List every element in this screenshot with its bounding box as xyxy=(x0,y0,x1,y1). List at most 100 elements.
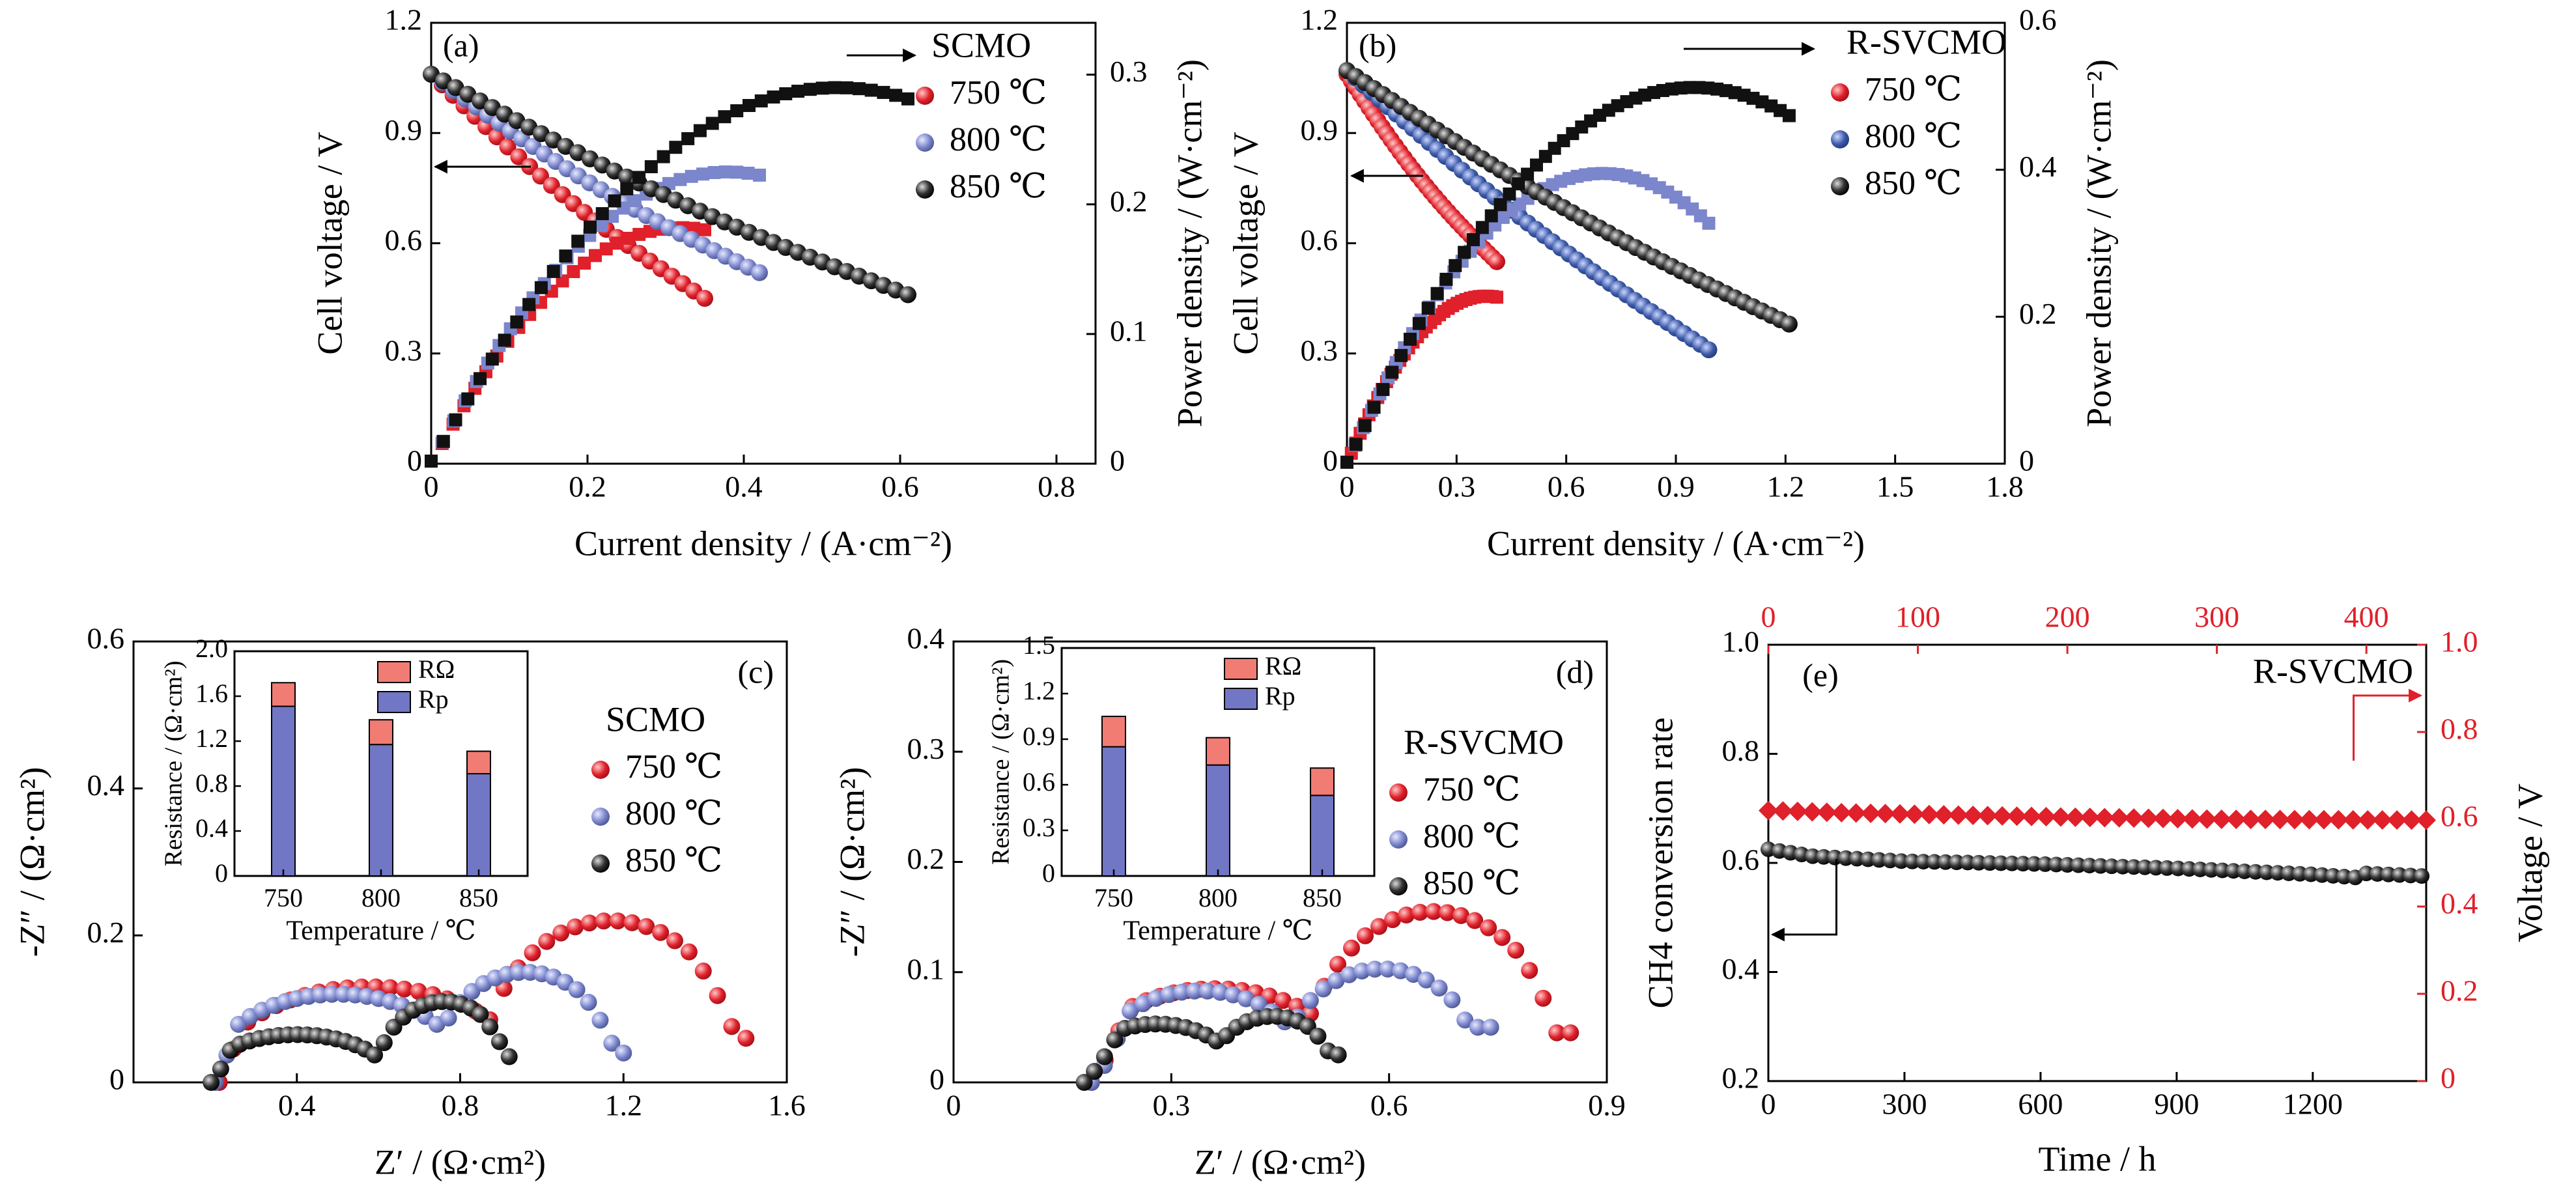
inset-x-tick-label: 750 xyxy=(264,883,303,912)
legend-label: 800 ℃ xyxy=(625,795,722,832)
x-tick-label: 0.6 xyxy=(1370,1089,1408,1122)
x-tick-label: 0 xyxy=(946,1089,961,1122)
power-point xyxy=(1403,332,1417,346)
power-point xyxy=(621,231,635,245)
impedance-point xyxy=(595,912,612,930)
impedance-point xyxy=(1411,903,1429,921)
power-point xyxy=(546,264,560,278)
voltage-point xyxy=(1817,802,1837,823)
impedance-point xyxy=(212,1060,229,1078)
impedance-point xyxy=(1535,989,1552,1007)
inset-y-axis-label: Resistance / (Ω·cm²) xyxy=(987,659,1015,865)
ch4-conversion-point xyxy=(1982,855,1998,871)
impedance-point xyxy=(1357,927,1374,944)
series-ch4-conversion xyxy=(1761,841,2430,886)
x-tick-label: 200 xyxy=(2045,600,2090,634)
impedance-point xyxy=(1238,990,1255,1007)
power-point xyxy=(730,165,744,179)
power-point xyxy=(852,82,866,96)
y-tick-label: 1.0 xyxy=(1722,625,1760,658)
impedance-point xyxy=(1548,1024,1566,1041)
power-point xyxy=(693,124,707,137)
power-point xyxy=(1475,221,1489,234)
power-point xyxy=(718,165,732,179)
power-point xyxy=(595,207,609,221)
power-point xyxy=(510,315,524,329)
y-tick-label: 1.2 xyxy=(385,3,423,36)
y2-axis-label: Power density / (W·cm⁻²) xyxy=(1170,59,1209,427)
voltage-point xyxy=(2050,807,2071,827)
power-point xyxy=(685,169,698,183)
bar-rp xyxy=(1310,795,1335,877)
panel-d-impedance-rsvcmo: 0 0.3 0.6 0.9 0 0.1 0.2 0.3 0.4 Z′ / (Ω·cm²) -Z″ /… xyxy=(832,622,1625,1182)
impedance-point xyxy=(1521,962,1538,979)
power-point xyxy=(461,392,475,406)
voltage-point xyxy=(1861,803,1881,823)
y2-tick-label: 0.2 xyxy=(2441,974,2478,1007)
legend-label: 850 ℃ xyxy=(1865,165,1962,202)
panel-label: (e) xyxy=(1802,656,1839,693)
voltage-point xyxy=(2095,808,2115,828)
ch4-conversion-point xyxy=(2082,858,2098,874)
ch4-conversion-point xyxy=(2203,862,2220,878)
voltage-point xyxy=(2270,810,2290,830)
power-point xyxy=(628,194,642,208)
x-axis-label: Z′ / (Ω·cm²) xyxy=(1195,1142,1366,1181)
voltage-point xyxy=(1992,806,2013,826)
power-point xyxy=(474,372,487,386)
impedance-point xyxy=(1417,971,1435,989)
power-point xyxy=(707,165,721,179)
power-point xyxy=(485,352,499,366)
impedance-point xyxy=(1185,982,1203,1000)
y2-tick-label: 0.3 xyxy=(1110,55,1148,88)
impedance-point xyxy=(1329,955,1347,973)
impedance-point xyxy=(723,1018,741,1035)
inset-y-tick-label: 1.2 xyxy=(1023,676,1055,705)
voltage-point xyxy=(899,286,916,303)
impedance-point xyxy=(1147,989,1165,1007)
inset-y-tick-label: 1.5 xyxy=(1023,630,1055,660)
voltage-point xyxy=(2036,807,2056,827)
power-point xyxy=(669,141,683,154)
impedance-point xyxy=(1173,983,1191,1001)
impedance-point xyxy=(580,994,597,1011)
x-tick-label: 300 xyxy=(2194,600,2239,634)
impedance-point xyxy=(1343,939,1361,957)
impedance-point xyxy=(1134,995,1152,1013)
y-tick-label: 0.2 xyxy=(1722,1062,1760,1095)
x-tick-label: 1.5 xyxy=(1876,470,1914,503)
power-point xyxy=(828,81,842,94)
impedance-point xyxy=(1301,992,1319,1009)
impedance-point xyxy=(1493,929,1511,946)
legend-marker xyxy=(591,761,610,779)
voltage-point xyxy=(2285,810,2304,830)
voltage-point xyxy=(2109,808,2129,828)
ch4-conversion-point xyxy=(2358,866,2375,882)
ch4-conversion-point xyxy=(2093,858,2109,874)
impedance-point xyxy=(568,981,586,998)
ch4-conversion-point xyxy=(1971,854,1987,871)
voltage-point xyxy=(1780,315,1798,333)
impedance-point xyxy=(1452,907,1470,924)
power-point xyxy=(681,132,695,145)
ch4-conversion-point xyxy=(1916,854,1932,870)
ch4-conversion-point xyxy=(1882,852,1899,869)
inset-legend-rp-swatch xyxy=(377,691,411,713)
ch4-conversion-point xyxy=(2159,860,2175,876)
y2-tick-label: 1.0 xyxy=(2441,625,2478,658)
power-point xyxy=(673,173,687,186)
x-tick-label: 100 xyxy=(1895,600,1940,634)
y2-tick-label: 0.8 xyxy=(2441,712,2478,746)
y-tick-label: 0.6 xyxy=(1722,843,1760,877)
inset-y-tick-label: 0.9 xyxy=(1023,722,1055,751)
x-tick-label: 0.2 xyxy=(569,470,606,503)
power-point xyxy=(1430,287,1444,300)
ch4-conversion-point xyxy=(2281,865,2297,881)
legend-marker xyxy=(1389,877,1408,895)
ch4-conversion-point xyxy=(1860,851,1876,867)
x-tick-label: 600 xyxy=(2018,1088,2063,1121)
x-tick-label: 1.6 xyxy=(768,1089,806,1122)
impedance-point xyxy=(1340,966,1358,983)
ch4-conversion-point xyxy=(1816,849,1832,865)
